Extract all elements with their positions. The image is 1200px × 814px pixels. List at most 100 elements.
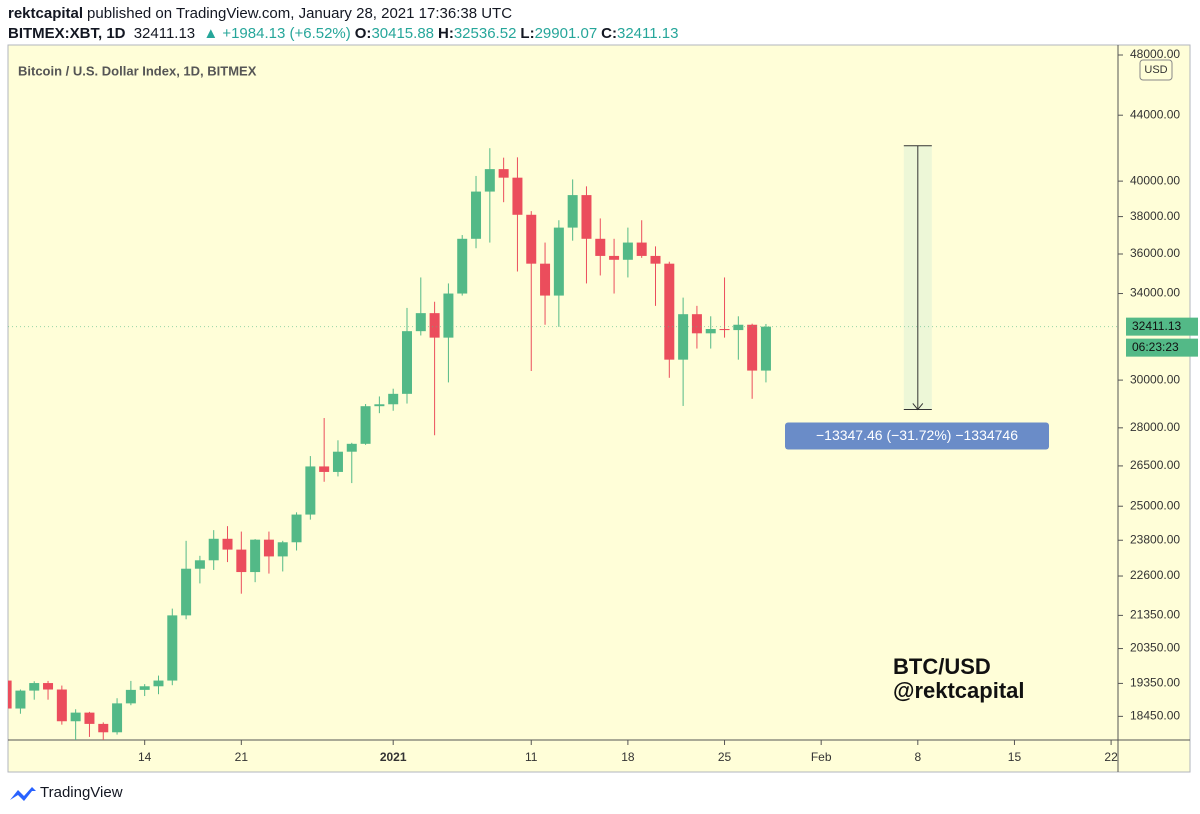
candle-body (581, 195, 592, 239)
candle-body (374, 404, 385, 407)
o-label: O: (354, 25, 372, 42)
currency-box (1139, 59, 1173, 81)
candle-body (194, 560, 205, 569)
watermark: @rektcapital (893, 678, 1025, 703)
candle-body (388, 393, 399, 405)
candle-body (760, 326, 771, 371)
x-tick-label: 21 (235, 750, 249, 764)
candle-body (15, 690, 26, 709)
candle-body (236, 549, 247, 573)
h: 32536.52 (453, 25, 517, 42)
footer-logo (10, 787, 36, 801)
candle-body (443, 293, 454, 338)
candle-body (181, 568, 192, 616)
measure-label: −13347.46 (−31.72%) −1334746 (816, 427, 1018, 443)
user[interactable]: rektcapital (8, 5, 84, 22)
candle-body (498, 169, 509, 178)
candle-body (360, 406, 371, 444)
candle-body (153, 680, 164, 687)
candle-body (125, 689, 136, 704)
chart-background (7, 44, 1191, 773)
symbol: BITMEX:XBT, 1D (8, 25, 126, 42)
candle-body (208, 538, 219, 561)
candle-body (332, 451, 343, 472)
candle-body (457, 238, 468, 294)
y-tick-label: 34000.00 (1130, 286, 1180, 300)
x-tick-label: 14 (138, 750, 152, 764)
candle-body (167, 615, 178, 681)
candle-body (250, 539, 261, 573)
candle-body (277, 542, 288, 557)
change: ▲ +1984.13 (+6.52%) (203, 25, 351, 42)
candle-body (484, 169, 495, 192)
x-tick-label: 15 (1008, 750, 1022, 764)
measure-arrow (912, 403, 924, 411)
candle-body (56, 689, 67, 722)
last-price: 32411.13 (1132, 319, 1181, 333)
candle-body (609, 255, 620, 260)
candle-body (678, 314, 689, 360)
y-tick-label: 21350.00 (1130, 608, 1180, 622)
candle-body (471, 191, 482, 239)
c: 32411.13 (617, 25, 679, 42)
y-tick-label: 44000.00 (1130, 107, 1180, 121)
y-tick-label: 18450.00 (1130, 709, 1180, 723)
x-tick-label: 11 (525, 750, 538, 764)
candle-body (429, 313, 440, 338)
candle-body (112, 703, 123, 733)
candle-body (719, 329, 730, 331)
o: 30415.88 (371, 25, 435, 42)
candle-body (622, 242, 633, 260)
candle-body (540, 263, 551, 296)
y-tick-label: 36000.00 (1130, 246, 1180, 260)
candle-body (401, 331, 412, 394)
candle-body (139, 686, 150, 690)
candle-body (664, 263, 675, 360)
y-tick-label: 23800.00 (1130, 532, 1180, 546)
countdown: 06:23:23 (1132, 340, 1179, 354)
candle-body (705, 329, 716, 334)
candle-body (747, 324, 758, 371)
y-tick-label: 19350.00 (1130, 676, 1180, 690)
candle-body (8, 680, 12, 709)
c-label: C: (601, 25, 617, 42)
candle-body (512, 177, 523, 215)
x-tick-label: 2021 (380, 750, 407, 764)
candle-body (84, 712, 95, 724)
header-line-1: rektcapital published on TradingView.com,… (8, 5, 516, 22)
candle-body (526, 214, 537, 264)
y-tick-label: 28000.00 (1130, 420, 1180, 434)
y-tick-label: 22600.00 (1130, 568, 1180, 582)
candle-body (305, 466, 316, 515)
published: published on TradingView.com, January 28… (87, 5, 513, 22)
candle-body (291, 514, 302, 543)
candle-body (98, 723, 109, 733)
measure-label-box (785, 422, 1049, 450)
candle-body (70, 712, 81, 722)
y-tick-label: 30000.00 (1130, 372, 1180, 386)
candle-body (29, 683, 40, 691)
candle-body (346, 443, 357, 452)
candle-body (636, 242, 647, 256)
header-line-2: BITMEX:XBT, 1D 32411.13 ▲ +1984.13 (+6.5… (8, 25, 682, 42)
candle-body (222, 538, 233, 550)
last: 32411.13 (133, 25, 196, 42)
x-tick-label: 22 (1104, 750, 1118, 764)
x-tick-label: 18 (621, 750, 635, 764)
candle-body (691, 314, 702, 334)
footer-brand[interactable]: TradingView (40, 784, 123, 801)
y-tick-label: 20350.00 (1130, 641, 1180, 655)
countdown-box (1126, 338, 1198, 357)
candles (8, 148, 771, 740)
y-tick-label: 25000.00 (1130, 498, 1180, 512)
chart-title: Bitcoin / U.S. Dollar Index, 1D, BITMEX (18, 63, 257, 78)
last-price-box (1126, 317, 1198, 336)
candle-body (415, 313, 426, 332)
candle-body (567, 195, 578, 228)
candle-body (650, 255, 661, 264)
candle-body (319, 466, 330, 472)
x-tick-label: 8 (914, 750, 921, 764)
y-tick-label: 26500.00 (1130, 458, 1180, 472)
